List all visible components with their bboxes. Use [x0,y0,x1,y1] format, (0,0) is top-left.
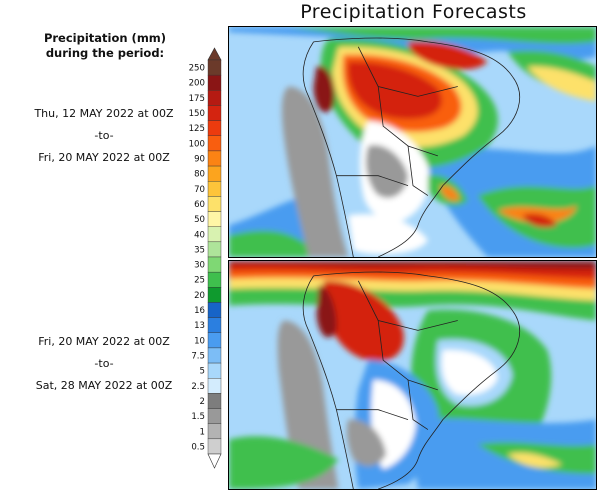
colorbar-tick-label: 0.5 [191,442,205,452]
period-1-separator: -to- [94,129,114,142]
colorbar-swatch [207,423,222,440]
colorbar-tick-label: 80 [194,170,205,180]
map-2-canvas [229,261,596,489]
legend-heading-line2: during the period: [45,46,165,60]
period-2-separator: -to- [94,357,114,370]
colorbar-tick-label: 5 [200,367,205,377]
colorbar-swatch [207,438,222,455]
colorbar-swatch [207,90,222,106]
chart-title: Precipitation Forecasts [300,1,527,23]
forecast-map-period-2 [228,260,597,490]
colorbar-tick-label: 200 [189,79,205,89]
colorbar-swatch [207,211,222,227]
colorbar-tick-label: 70 [194,185,205,195]
colorbar-swatch [207,287,222,303]
map-2-borders [302,271,521,489]
colorbar-tick-label: 50 [194,215,205,225]
legend-heading: Precipitation (mm) during the period: [0,31,210,61]
period-2-start: Fri, 20 MAY 2022 at 00Z [38,335,170,348]
colorbar-swatch [207,302,222,318]
colorbar-swatch [207,120,222,136]
colorbar-tick-label: 60 [194,200,205,210]
colorbar-swatch [207,196,222,212]
colorbar-swatch [207,135,222,152]
colorbar-swatch [207,347,222,364]
colorbar-tick-label: 35 [194,245,205,255]
colorbar-tick-label: 2 [200,397,205,407]
colorbar-swatch [207,317,222,333]
colorbar-tick-label: 1 [200,427,205,437]
colorbar-tick-label: 7.5 [191,352,205,362]
colorbar-swatch [207,181,222,197]
colorbar-tick-label: 90 [194,155,205,165]
colorbar-swatch [207,226,222,243]
period-1-end: Fri, 20 MAY 2022 at 00Z [38,151,170,164]
colorbar-tick-label: 13 [194,321,205,331]
colorbar-swatch [207,241,222,258]
colorbar-tick-label: 250 [189,64,205,74]
colorbar-swatch [207,150,222,167]
map-1-canvas [229,27,596,257]
colorbar-tick-label: 16 [194,306,205,316]
colorbar-swatch [207,393,222,409]
map-2-fields [229,261,596,489]
colorbar-swatch [207,362,222,379]
colorbar: 2502001751501251009080706050403530252016… [189,47,222,469]
colorbar-swatch [207,378,222,394]
period-label-1: Thu, 12 MAY 2022 at 00Z -to- Fri, 20 MAY… [0,103,208,169]
colorbar-tick-label: 40 [194,230,205,240]
colorbar-swatch [207,408,222,424]
colorbar-tick-label: 30 [194,261,205,271]
colorbar-swatch [207,332,222,349]
colorbar-tick-label: 125 [189,124,205,134]
colorbar-swatch [207,74,222,91]
colorbar-tick-label: 100 [189,139,205,149]
colorbar-tick-label: 175 [189,94,205,104]
colorbar-swatch [207,271,222,288]
colorbar-top-arrow [207,47,222,61]
map-1-borders [302,37,521,257]
colorbar-tick-label: 25 [194,276,205,286]
forecast-map-period-1 [228,26,597,258]
colorbar-tick-label: 2.5 [191,382,205,392]
colorbar-swatch [207,256,222,273]
period-label-2: Fri, 20 MAY 2022 at 00Z -to- Sat, 28 MAY… [0,331,208,397]
period-2-end: Sat, 28 MAY 2022 at 00Z [35,379,173,392]
map-1-fields [229,27,596,257]
colorbar-bottom-arrow [207,453,222,469]
colorbar-swatch [207,59,222,76]
colorbar-tick-label: 20 [194,291,205,301]
colorbar-tick-label: 1.5 [191,412,205,422]
legend-heading-line1: Precipitation (mm) [43,31,167,45]
colorbar-swatch [207,105,222,121]
colorbar-tick-label: 150 [189,109,205,119]
colorbar-swatch [207,165,222,182]
colorbar-tick-label: 10 [194,336,205,346]
period-1-start: Thu, 12 MAY 2022 at 00Z [34,107,174,120]
